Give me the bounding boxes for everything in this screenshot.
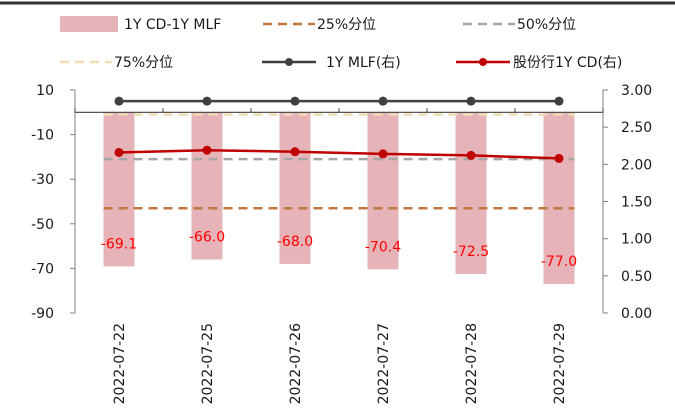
left-tick-label: -10 [31,128,54,144]
data-label-spread: -72.5 [453,244,489,260]
legend-item-p75: 75%分位 [60,55,173,71]
data-label-spread: -70.4 [365,239,401,255]
bar-spread [367,112,399,270]
line-cd [118,148,560,160]
data-label-spread: -66.0 [189,229,225,245]
marker-mlf [378,96,388,106]
marker-mlf [554,96,564,106]
legend-label-mlf: 1Y MLF(右) [326,55,401,71]
legend-label-p25: 25%分位 [317,17,376,33]
legend-marker-cd [479,58,487,66]
left-tick-label: 10 [36,83,54,99]
right-tick-label: 0.50 [621,269,652,285]
x-tick-label: 2022-07-26 [288,323,304,404]
legend: 1Y CD-1Y MLF 25%分位 50%分位 75%分位 1Y MLF(右)… [60,16,622,71]
bar-spread [191,112,223,260]
x-tick-label: 2022-07-28 [464,323,480,404]
plot-area: 10 -10 -30 -50 -70 -90 3.00 2.50 2.00 1.50 1.00 0.5… [31,83,652,404]
x-tick-label: 2022-07-25 [200,323,216,404]
marker-cd [378,149,388,159]
marker-cd [554,153,564,163]
left-tick-label: -30 [31,172,54,188]
marker-cd [290,147,300,157]
right-tick-label: 2.50 [621,120,652,136]
bar-spread [279,112,311,264]
right-tick-label: 0.00 [621,306,652,322]
marker-cd [202,145,212,155]
legend-item-cd: 股份行1Y CD(右) [456,55,622,71]
legend-item-spread: 1Y CD-1Y MLF [60,16,221,33]
marker-mlf [202,96,212,106]
legend-marker-mlf [285,58,293,66]
marker-mlf [466,96,476,106]
left-tick-label: -70 [31,261,54,277]
legend-item-p50: 50%分位 [463,17,576,33]
legend-label-spread: 1Y CD-1Y MLF [124,17,221,33]
x-tick-label: 2022-07-22 [112,323,128,404]
marker-mlf [114,96,124,106]
right-tick-label: 1.50 [621,195,652,211]
right-tick-label: 2.00 [621,157,652,173]
data-label-spread: -77.0 [541,254,577,270]
marker-mlf [290,96,300,106]
legend-label-p75: 75%分位 [114,55,173,71]
left-tick-label: -50 [31,217,54,233]
marker-cd [114,147,124,157]
left-tick-label: -90 [31,306,54,322]
bar-spread [455,112,487,274]
bar-spread [543,112,575,285]
data-label-spread: -68.0 [277,234,313,250]
legend-item-p25: 25%分位 [263,17,376,33]
right-tick-label: 3.00 [621,83,652,99]
legend-swatch-spread [60,16,118,32]
right-tick-label: 1.00 [621,232,652,248]
legend-item-mlf: 1Y MLF(右) [262,55,401,71]
data-label-spread: -69.1 [101,236,137,252]
bar-spread [103,112,135,267]
x-tick-label: 2022-07-29 [552,323,568,404]
legend-label-p50: 50%分位 [517,17,576,33]
marker-cd [466,150,476,160]
x-tick-label: 2022-07-27 [376,323,392,404]
legend-label-cd: 股份行1Y CD(右) [513,55,622,71]
